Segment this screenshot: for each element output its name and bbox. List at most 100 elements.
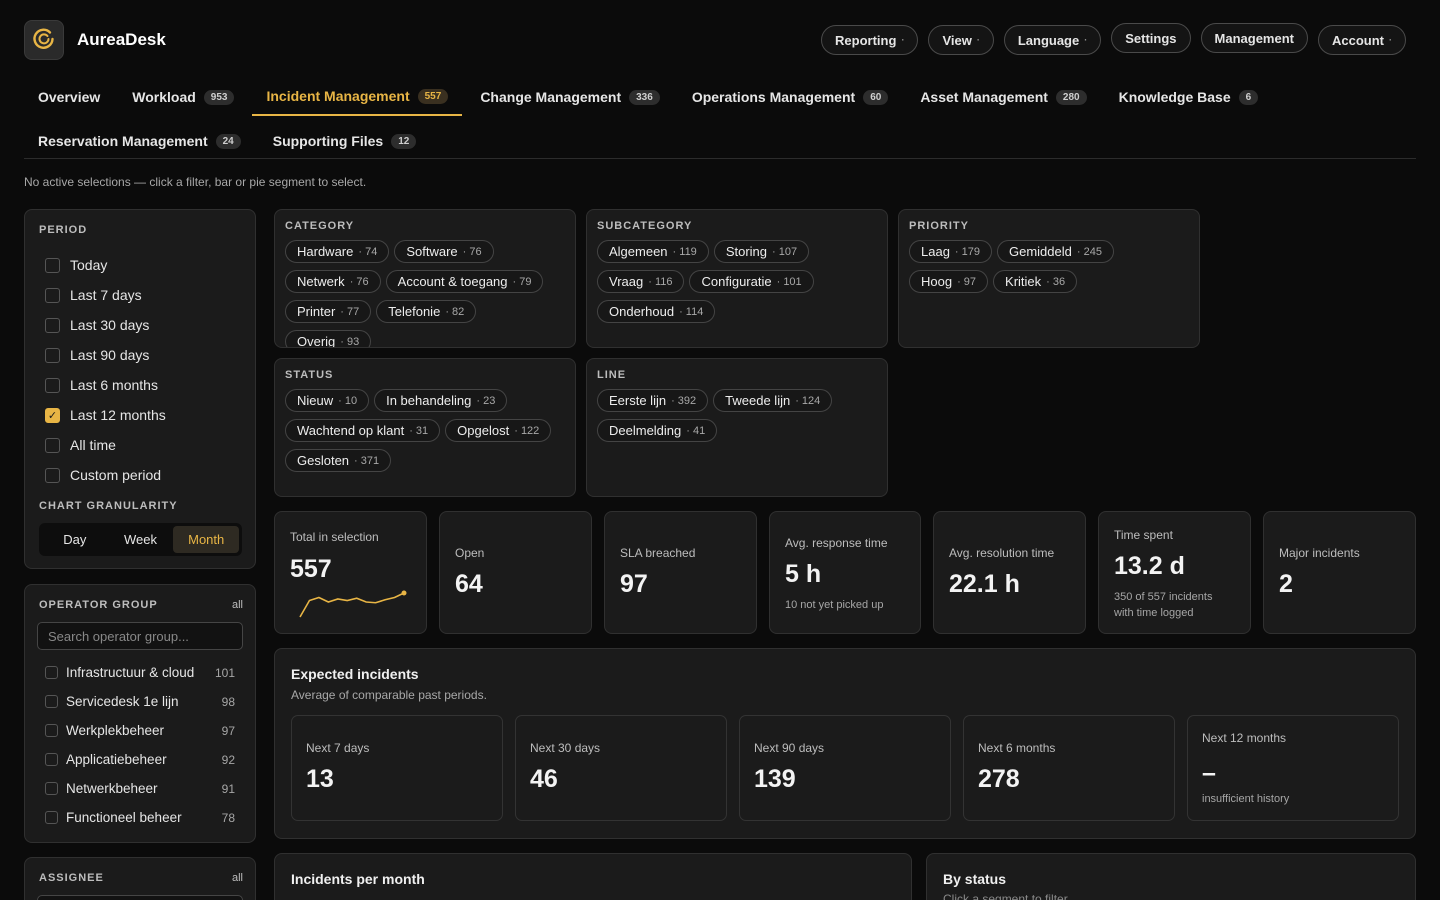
operator-group-item[interactable]: Servicedesk 1e lijn 98 [45, 687, 235, 716]
tab-overview[interactable]: Overview [24, 78, 114, 116]
period-option-last-30-days[interactable]: Last 30 days [45, 310, 166, 340]
checkbox-icon[interactable] [45, 753, 58, 766]
expected-card-next-12-months[interactable]: Next 12 months – insufficient history [1187, 715, 1399, 821]
reporting-menu-button[interactable]: Reporting · [821, 25, 919, 55]
granularity-week[interactable]: Week [124, 532, 157, 547]
kpi-avg-resolution-time[interactable]: Avg. resolution time 22.1 h [933, 511, 1086, 634]
period-option-last-7-days[interactable]: Last 7 days [45, 280, 166, 310]
expected-card-next-30-days[interactable]: Next 30 days 46 [515, 715, 727, 821]
priority-chip-gemiddeld[interactable]: Gemiddeld · 245 [997, 240, 1114, 263]
operator-group-item[interactable]: Werkplekbeheer 97 [45, 716, 235, 745]
operator-group-all-link[interactable]: all [231, 599, 243, 611]
checkbox-icon[interactable] [45, 437, 60, 453]
view-menu-button[interactable]: View · [928, 25, 994, 55]
tab-workload[interactable]: Workload 953 [118, 78, 248, 116]
checkbox-icon[interactable] [45, 782, 58, 795]
subcategory-chips: Algemeen · 119 Storing · 107 Vraag · 116 Confi… [597, 240, 877, 323]
kpi-sla-breached[interactable]: SLA breached 97 [604, 511, 757, 634]
granularity-toggle: Day Week Month [39, 523, 242, 556]
account-menu-button[interactable]: Account · [1318, 25, 1406, 55]
settings-menu-button[interactable]: Settings [1111, 23, 1191, 53]
operator-group-label: Functioneel beheer [66, 810, 182, 825]
period-option-label: Custom period [70, 467, 162, 483]
caret-down-icon: · [1084, 35, 1088, 45]
line-chip-eerste-lijn[interactable]: Eerste lijn · 392 [597, 389, 709, 412]
operator-group-count: 91 [221, 781, 235, 796]
period-option-last-6-months[interactable]: Last 6 months [45, 370, 166, 400]
chip-label: Opgelost [457, 423, 510, 438]
period-option-last-90-days[interactable]: Last 90 days [45, 340, 166, 370]
checkbox-icon[interactable] [45, 377, 60, 393]
category-chip-account-toegang[interactable]: Account & toegang · 79 [385, 270, 544, 293]
operator-group-item[interactable]: Netwerkbeheer 91 [45, 774, 235, 803]
line-chip-tweede-lijn[interactable]: Tweede lijn · 124 [713, 389, 833, 412]
operator-group-item[interactable]: Functioneel beheer 78 [45, 803, 235, 832]
period-option-custom-period[interactable]: Custom period [45, 460, 166, 490]
chip-count: · 74 [358, 245, 378, 258]
tab-reservation-management[interactable]: Reservation Management 24 [24, 122, 255, 160]
kpi-time-spent[interactable]: Time spent 13.2 d 350 of 557 incidents w… [1098, 511, 1251, 634]
kpi-sub-line-2: with time logged [1114, 607, 1194, 619]
app-logo[interactable] [24, 20, 64, 60]
status-chip-gesloten[interactable]: Gesloten · 371 [285, 449, 392, 472]
checkbox-icon[interactable] [45, 467, 60, 483]
language-menu-button[interactable]: Language · [1003, 25, 1102, 55]
priority-chip-laag[interactable]: Laag · 179 [909, 240, 992, 263]
tab-supporting-files[interactable]: Supporting Files 12 [259, 122, 431, 160]
operator-group-item[interactable]: Infrastructuur & cloud 101 [45, 658, 235, 687]
kpi-open[interactable]: Open 64 [439, 511, 592, 634]
category-chip-software[interactable]: Software · 76 [394, 240, 494, 263]
subcategory-chip-storing[interactable]: Storing · 107 [713, 240, 810, 263]
tab-incident-management[interactable]: Incident Management 557 [252, 78, 463, 116]
operator-group-item[interactable]: Applicatiebeheer 92 [45, 745, 235, 774]
priority-chip-hoog[interactable]: Hoog · 97 [909, 270, 989, 293]
kpi-total-in-selection[interactable]: Total in selection 557 [274, 511, 427, 634]
checkbox-icon[interactable] [45, 666, 58, 679]
checkbox-checked-icon[interactable]: ✓ [45, 407, 60, 423]
tab-change-management[interactable]: Change Management 336 [466, 78, 674, 116]
management-menu-button[interactable]: Management [1200, 23, 1308, 53]
checkbox-icon[interactable] [45, 811, 58, 824]
checkbox-icon[interactable] [45, 287, 60, 303]
priority-chips: Laag · 179 Gemiddeld · 245 Hoog · 97 Kritiek · … [909, 240, 1189, 293]
checkbox-icon[interactable] [45, 695, 58, 708]
assignee-all-link[interactable]: all [231, 872, 243, 884]
status-chip-wachtend-op-klant[interactable]: Wachtend op klant · 31 [285, 419, 441, 442]
granularity-day[interactable]: Day [63, 532, 87, 547]
tab-operations-management[interactable]: Operations Management 60 [678, 78, 903, 116]
expected-card-next-6-months[interactable]: Next 6 months 278 [963, 715, 1175, 821]
operator-group-search-input[interactable]: Search operator group... [37, 622, 243, 650]
line-chip-deelmelding[interactable]: Deelmelding · 41 [597, 419, 718, 442]
status-chip-opgelost[interactable]: Opgelost · 122 [445, 419, 552, 442]
period-option-all-time[interactable]: All time [45, 430, 166, 460]
tab-asset-management[interactable]: Asset Management 280 [906, 78, 1100, 116]
kpi-avg-response-time[interactable]: Avg. response time 5 h 10 not yet picked… [769, 511, 921, 634]
period-option-last-12-months[interactable]: ✓ Last 12 months [45, 400, 166, 430]
granularity-month[interactable]: Month [173, 526, 240, 553]
subcategory-chip-configuratie[interactable]: Configuratie · 101 [689, 270, 814, 293]
category-chip-telefonie[interactable]: Telefonie · 82 [376, 300, 477, 323]
subcategory-chip-algemeen[interactable]: Algemeen · 119 [597, 240, 709, 263]
checkbox-icon[interactable] [45, 724, 58, 737]
category-chip-printer[interactable]: Printer · 77 [285, 300, 372, 323]
subcategory-chip-onderhoud[interactable]: Onderhoud · 114 [597, 300, 716, 323]
checkbox-icon[interactable] [45, 317, 60, 333]
logo-icon [31, 26, 57, 55]
subcategory-chip-vraag[interactable]: Vraag · 116 [597, 270, 685, 293]
kpi-major-incidents[interactable]: Major incidents 2 [1263, 511, 1416, 634]
chip-label: Wachtend op klant [297, 423, 405, 438]
chip-count: · 179 [954, 245, 980, 258]
period-option-today[interactable]: Today [45, 250, 166, 280]
category-chip-overig[interactable]: Overig · 93 [285, 330, 372, 347]
checkbox-icon[interactable] [45, 347, 60, 363]
priority-chip-kritiek[interactable]: Kritiek · 36 [993, 270, 1078, 293]
tab-knowledge-base[interactable]: Knowledge Base 6 [1105, 78, 1273, 116]
status-chip-nieuw[interactable]: Nieuw · 10 [285, 389, 370, 412]
assignee-search-input[interactable] [37, 895, 243, 900]
status-chip-in-behandeling[interactable]: In behandeling · 23 [374, 389, 508, 412]
expected-card-next-7-days[interactable]: Next 7 days 13 [291, 715, 503, 821]
expected-card-next-90-days[interactable]: Next 90 days 139 [739, 715, 951, 821]
category-chip-hardware[interactable]: Hardware · 74 [285, 240, 390, 263]
checkbox-icon[interactable] [45, 257, 60, 273]
category-chip-netwerk[interactable]: Netwerk · 76 [285, 270, 381, 293]
